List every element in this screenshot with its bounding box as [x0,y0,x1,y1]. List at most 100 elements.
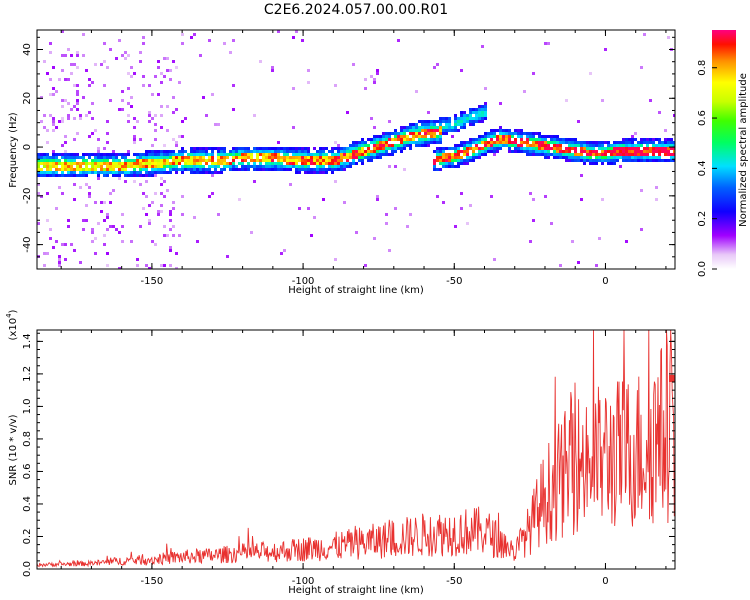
spectrogram-cell [559,147,562,150]
spectrogram-cell [469,120,472,123]
spectrogram-cell [247,153,250,156]
spectrogram-cell [175,252,178,255]
spectrogram-cell [55,126,58,129]
spectrogram-cell [139,171,142,174]
spectrogram-cell [655,156,658,159]
spectrogram-cell [421,141,424,144]
spectrogram-cell [337,165,340,168]
spectrogram-cell [295,153,298,156]
spectrogram-cell [607,156,610,159]
spectrogram-cell [580,153,583,156]
spectrogram-cell [442,156,445,159]
spectrogram-cell [94,252,97,255]
spectrogram-cell [55,207,58,210]
spectrogram-cell [307,159,310,162]
spectrogram-cell [223,165,226,168]
spectrogram-cell [133,171,136,174]
spectrogram-cell [439,141,442,144]
spectrogram-cell [325,168,328,171]
spectrogram-cell [463,162,466,165]
spectrogram-cell [358,147,361,150]
spectrogram-cell [490,141,493,144]
spectrogram-cell [160,171,163,174]
spectrogram-cell [103,84,106,87]
spectrogram-cell [397,147,400,150]
colorbar-tick-label: 0.6 [697,110,708,126]
spectrogram-cell [151,153,154,156]
spectrogram-cell [58,255,61,258]
spectrogram-cell [310,162,313,165]
spectrogram-cell [421,135,424,138]
spectrogram-cell [112,153,115,156]
spectrogram-cell [217,123,220,126]
spectrogram-cell [646,153,649,156]
spectrogram-cell [46,192,49,195]
spectrogram-cell [511,132,514,135]
spectrogram-cell [145,159,148,162]
spectrogram-cell [115,156,118,159]
spectrogram-cell [493,150,496,153]
spectrogram-cell [166,129,169,132]
spectrogram-cell [88,192,91,195]
spectrogram-cell [76,54,79,57]
spectrogram-cell [73,159,76,162]
spectrogram-cell [574,153,577,156]
spectrogram-cell [136,258,139,261]
spectrogram-cell [478,117,481,120]
spectrogram-cell [61,105,64,108]
spectrogram-cell [652,138,655,141]
spectrogram-cell [103,219,106,222]
spectrogram-cell [610,147,613,150]
spectrogram-cell [118,168,121,171]
spectrogram-cell [622,147,625,150]
spectrogram-cell [451,147,454,150]
spectrogram-cell [586,147,589,150]
spectrogram-cell [445,126,448,129]
spectrogram-cell [361,138,364,141]
spectrogram-cell [184,156,187,159]
spectrogram-cell [658,111,661,114]
spectrogram-cell [298,171,301,174]
spectrogram-cell [547,144,550,147]
spectrogram-cell [97,138,100,141]
spectrogram-cell [91,168,94,171]
spectrogram-cell [325,147,328,150]
spectrogram-cell [658,147,661,150]
spectrogram-cell [253,168,256,171]
spectrogram-cell [58,264,61,267]
spectrogram-cell [145,156,148,159]
spectrogram-cell [637,150,640,153]
spectrogram-cell [115,228,118,231]
spectrogram-cell [562,150,565,153]
spectrogram-cell [613,141,616,144]
spectrogram-cell [202,168,205,171]
spectrogram-cell [508,132,511,135]
spectrogram-cell [529,132,532,135]
spectrogram-cell [238,153,241,156]
spectrogram-cell [211,150,214,153]
spectrogram-cell [100,153,103,156]
spectrogram-cell [397,144,400,147]
spectrogram-cell [340,159,343,162]
spectrogram-cell [559,138,562,141]
spectrogram-cell [376,69,379,72]
spectrogram-cell [130,96,133,99]
spectrogram-cell [76,132,79,135]
spectrogram-cell [415,126,418,129]
spectrogram-cell [46,156,49,159]
spectrogram-cell [283,147,286,150]
spectrogram-cell [190,171,193,174]
spectrogram-cell [268,147,271,150]
spectrogram-cell [49,156,52,159]
spectrogram-cell [373,237,376,240]
spectrogram-cell [208,153,211,156]
spectrogram-cell [286,153,289,156]
spectrogram-cell [334,156,337,159]
spectrogram-cell [55,165,58,168]
spectrogram-cell [91,231,94,234]
spectrogram-cell [646,138,649,141]
spectrogram-cell [445,162,448,165]
spectrogram-cell [376,147,379,150]
spectrogram-cell [133,117,136,120]
spectrogram-cell [472,159,475,162]
